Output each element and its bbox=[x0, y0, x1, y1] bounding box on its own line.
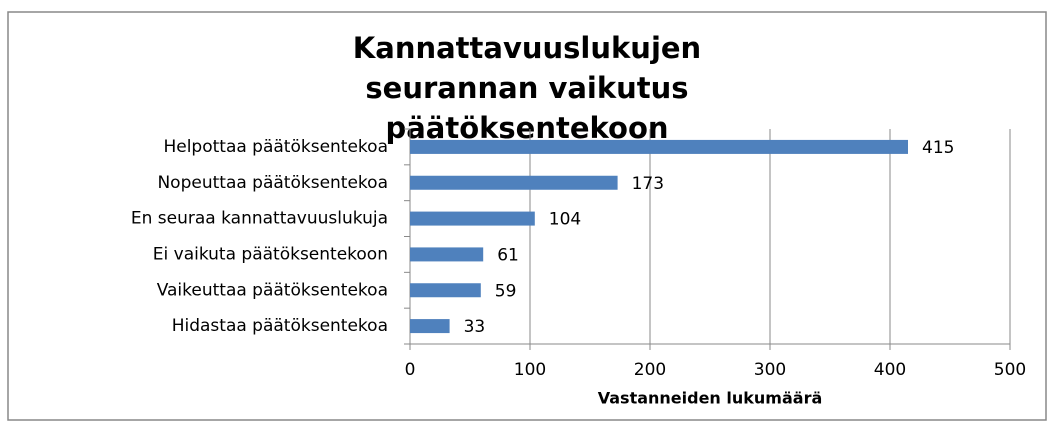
y-tick-label: Ei vaikuta päätöksentekoon bbox=[153, 244, 388, 264]
data-label: 104 bbox=[549, 210, 581, 230]
x-tick-label: 500 bbox=[994, 360, 1026, 380]
y-tick-label: Hidastaa päätöksentekoa bbox=[172, 316, 388, 336]
y-tick-label: Helpottaa päätöksentekoa bbox=[163, 137, 388, 157]
bar bbox=[410, 139, 908, 154]
bar bbox=[410, 283, 481, 298]
x-tick-label: 0 bbox=[405, 360, 416, 380]
y-tick-label: En seuraa kannattavuuslukuja bbox=[131, 209, 388, 229]
data-label: 61 bbox=[497, 245, 519, 265]
bar bbox=[410, 247, 484, 262]
data-label: 59 bbox=[495, 281, 517, 301]
x-tick-label: 200 bbox=[634, 360, 666, 380]
data-label: 415 bbox=[922, 138, 954, 158]
y-tick-label: Nopeuttaa päätöksentekoa bbox=[157, 173, 388, 193]
y-tick-label: Vaikeuttaa päätöksentekoa bbox=[157, 280, 388, 300]
x-tick-label: 400 bbox=[874, 360, 906, 380]
bar bbox=[410, 319, 450, 334]
x-tick-label: 300 bbox=[754, 360, 786, 380]
chart-border bbox=[7, 11, 1047, 421]
data-label: 173 bbox=[632, 174, 664, 194]
data-label: 33 bbox=[464, 317, 486, 337]
bar bbox=[410, 175, 618, 190]
x-tick-label: 100 bbox=[514, 360, 546, 380]
x-axis-label: Vastanneiden lukumäärä bbox=[598, 389, 823, 408]
chart-title: Kannattavuuslukujen seurannan vaikutus p… bbox=[352, 31, 702, 145]
bar bbox=[410, 211, 535, 226]
